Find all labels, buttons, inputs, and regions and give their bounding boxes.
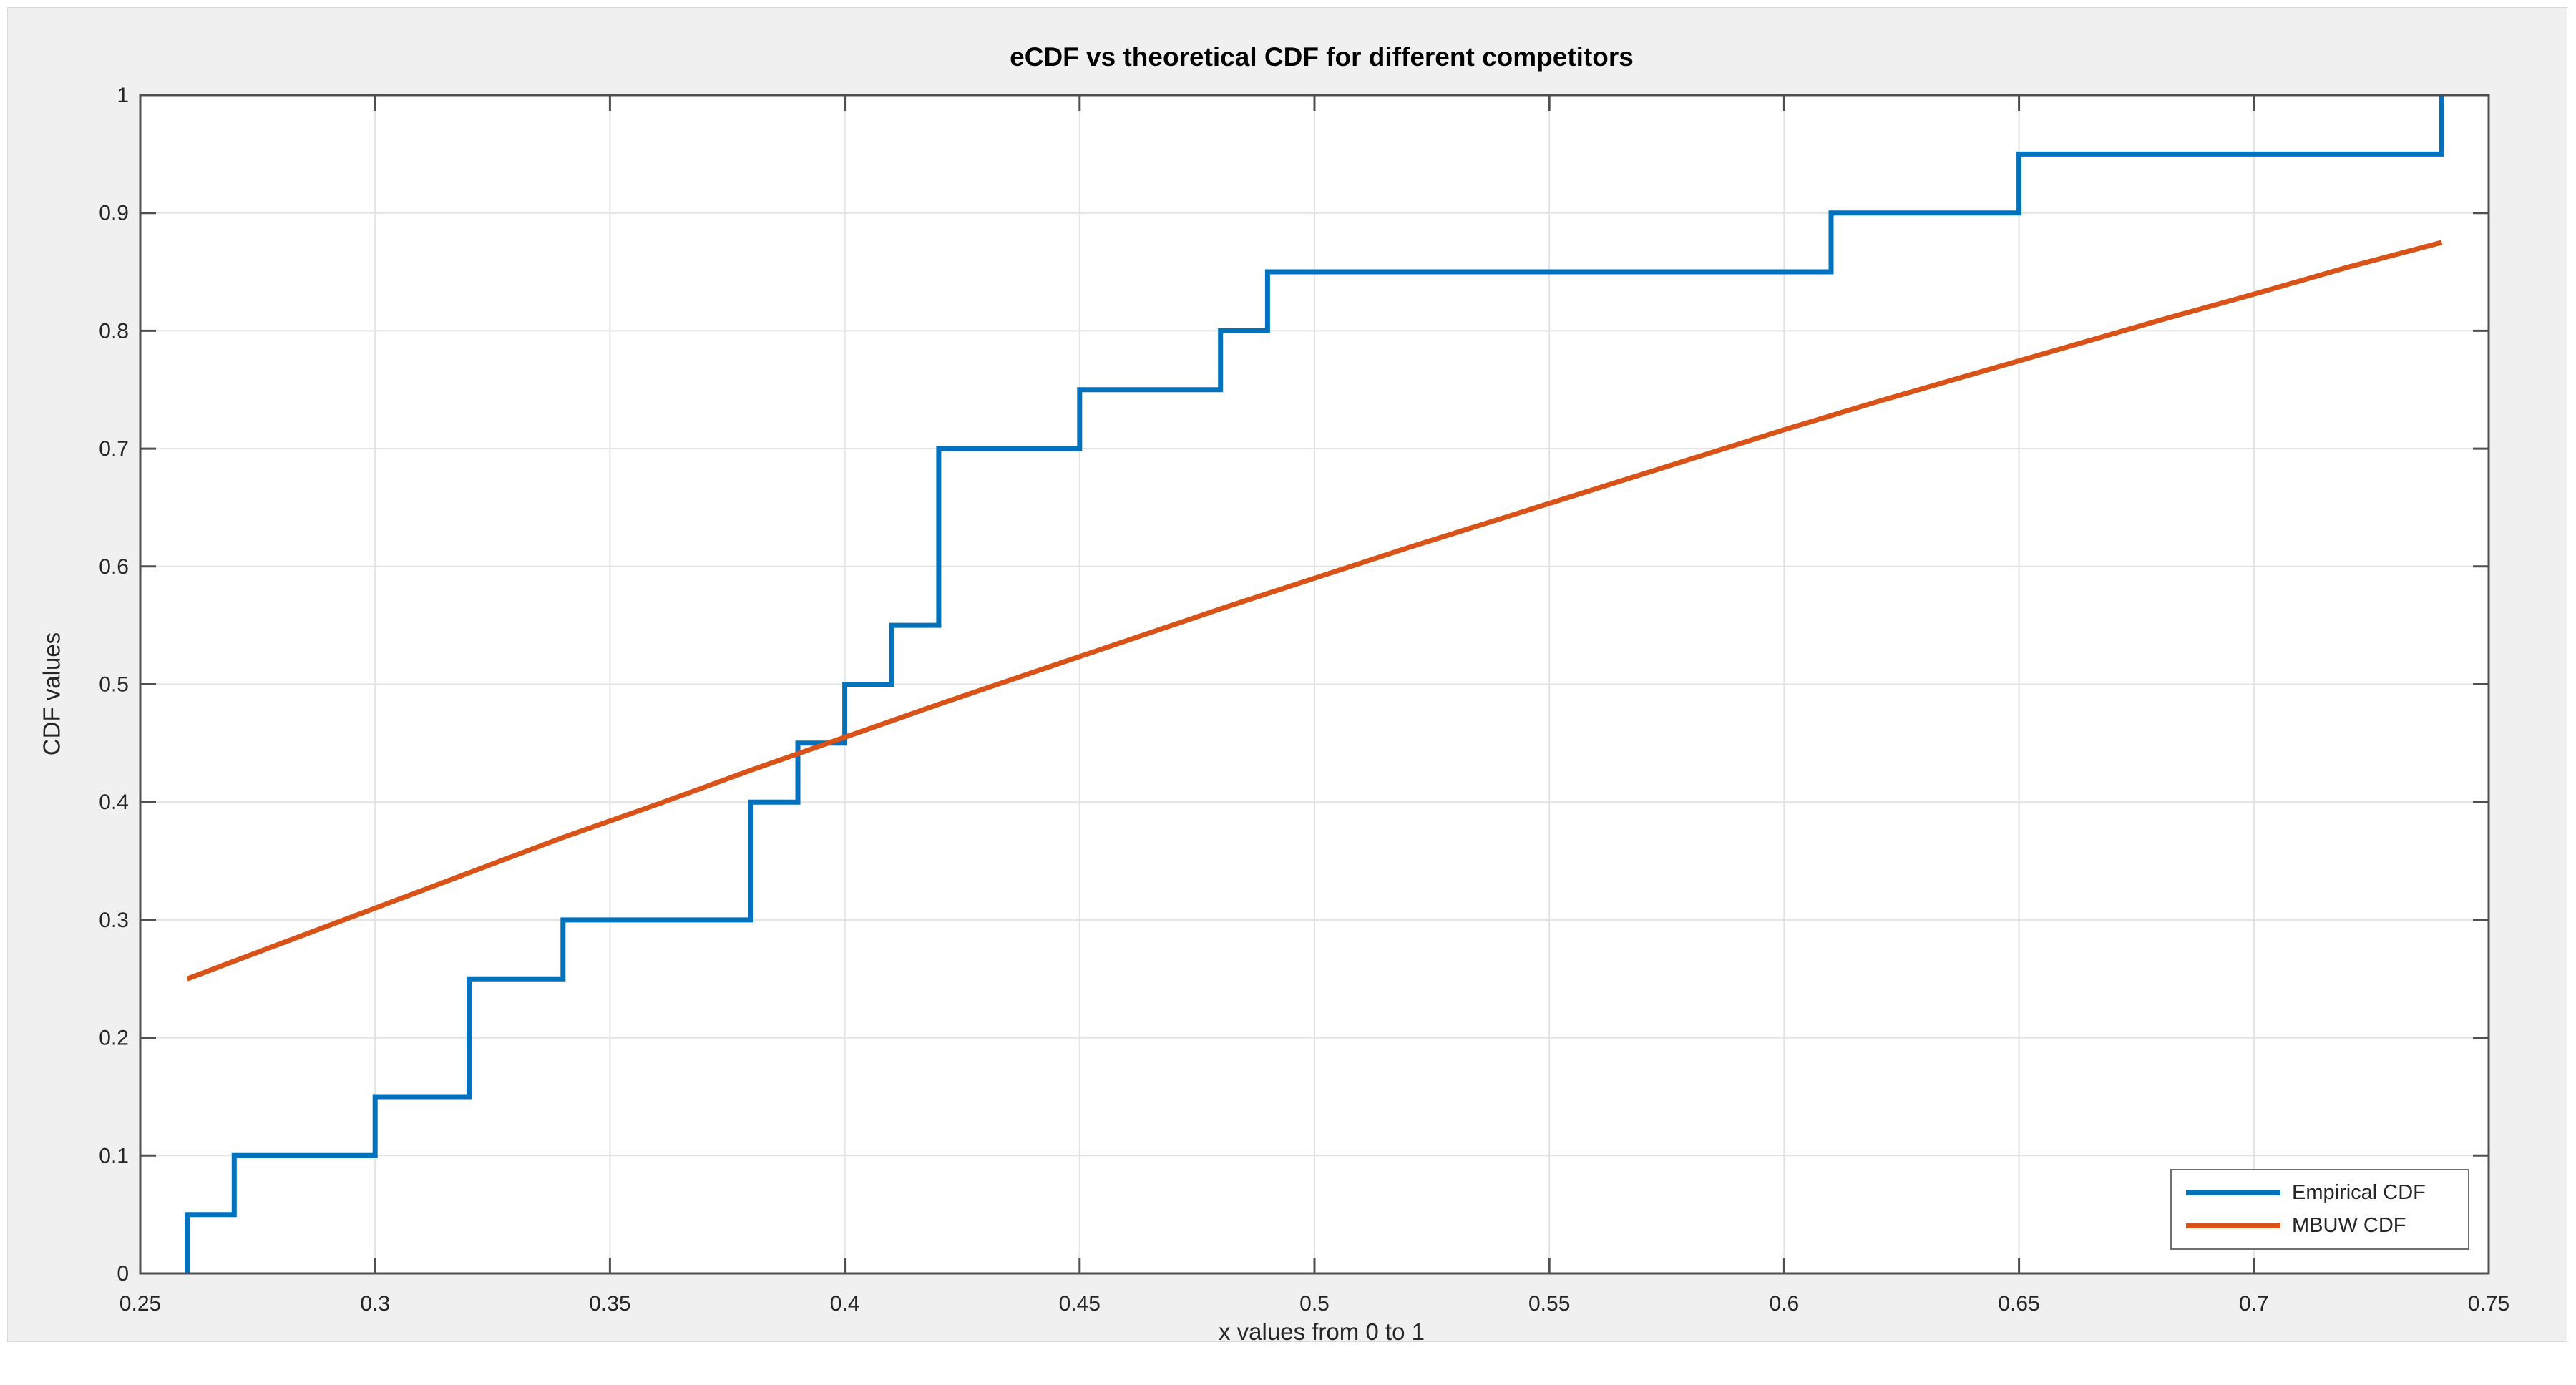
x-tick-label: 0.25 (119, 1292, 161, 1316)
x-tick-label: 0.45 (1059, 1292, 1101, 1316)
x-tick-label: 0.35 (589, 1292, 630, 1316)
y-tick-label: 0.7 (99, 437, 129, 461)
x-tick-label: 0.55 (1528, 1292, 1570, 1316)
x-tick-label: 0.65 (1998, 1292, 2039, 1316)
empirical-cdf-line (185, 95, 2444, 1273)
x-tick-label: 0.3 (360, 1292, 390, 1316)
x-tick-label: 0.7 (2239, 1292, 2269, 1316)
y-tick-label: 0.6 (99, 555, 129, 579)
y-tick-label: 0.8 (99, 319, 129, 343)
y-tick-label: 0 (117, 1262, 129, 1286)
mbuw-cdf-line (186, 240, 2443, 982)
y-tick-label: 0.1 (99, 1144, 129, 1168)
y-tick-label: 1 (117, 84, 129, 107)
x-tick-label: 0.6 (1770, 1292, 1800, 1316)
y-tick-label: 0.3 (99, 909, 129, 932)
x-tick-label: 0.4 (830, 1292, 860, 1316)
axes-border (139, 94, 2490, 1275)
figure-canvas: 0.25 0.3 0.35 0.4 0.45 0.5 0.55 0.6 0.65 0.7 0.75 0… (7, 7, 2567, 1345)
x-tick-label: 0.5 (1299, 1292, 1330, 1316)
y-tick-label: 0.9 (99, 202, 129, 225)
y-tick-label: 0.5 (99, 673, 129, 697)
y-tick-label: 0.4 (99, 791, 129, 814)
y-tick-label: 0.2 (99, 1027, 129, 1050)
cdf-plot: 0.25 0.3 0.35 0.4 0.45 0.5 0.55 0.6 0.65 0.7 0.75 0… (99, 84, 2509, 1316)
x-tick-label: 0.75 (2468, 1292, 2509, 1316)
